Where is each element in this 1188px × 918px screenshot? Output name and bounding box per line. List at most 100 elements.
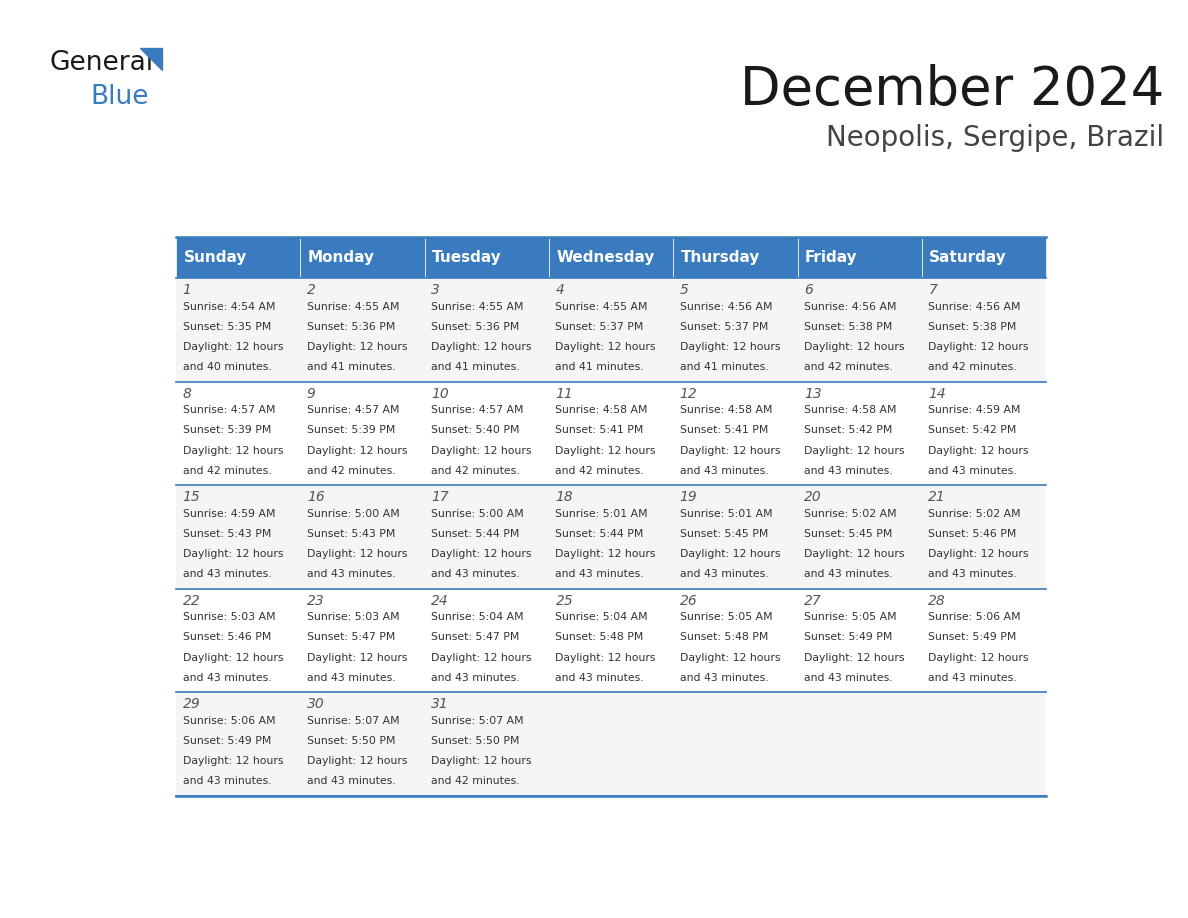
Text: Daylight: 12 hours: Daylight: 12 hours [431,756,532,766]
Bar [425,486,549,588]
Bar [674,588,797,692]
Text: Sunset: 5:45 PM: Sunset: 5:45 PM [804,529,892,539]
Text: Daylight: 12 hours: Daylight: 12 hours [183,445,283,455]
Text: Sunrise: 4:58 AM: Sunrise: 4:58 AM [556,405,647,415]
Text: 30: 30 [307,698,324,711]
Text: Sunset: 5:45 PM: Sunset: 5:45 PM [680,529,769,539]
Text: and 43 minutes.: and 43 minutes. [928,569,1017,579]
Text: and 41 minutes.: and 41 minutes. [680,363,769,373]
Text: 15: 15 [183,490,201,504]
Text: and 43 minutes.: and 43 minutes. [183,777,271,786]
Text: Sunrise: 4:58 AM: Sunrise: 4:58 AM [804,405,897,415]
Text: Sunset: 5:47 PM: Sunset: 5:47 PM [307,633,396,643]
Bar [922,238,1047,278]
Bar [425,692,549,796]
Text: Daylight: 12 hours: Daylight: 12 hours [804,445,904,455]
Text: Sunrise: 5:07 AM: Sunrise: 5:07 AM [307,716,399,725]
Text: Daylight: 12 hours: Daylight: 12 hours [680,445,781,455]
Text: and 43 minutes.: and 43 minutes. [804,569,892,579]
Text: and 43 minutes.: and 43 minutes. [928,673,1017,683]
Text: Sunset: 5:35 PM: Sunset: 5:35 PM [183,322,271,332]
Text: Daylight: 12 hours: Daylight: 12 hours [804,342,904,353]
Bar [674,486,797,588]
Text: Sunset: 5:37 PM: Sunset: 5:37 PM [556,322,644,332]
Text: 28: 28 [928,594,946,608]
Text: and 43 minutes.: and 43 minutes. [680,465,769,476]
Text: Sunset: 5:49 PM: Sunset: 5:49 PM [183,736,271,745]
Text: and 43 minutes.: and 43 minutes. [307,777,396,786]
Text: Sunrise: 5:06 AM: Sunrise: 5:06 AM [928,612,1020,622]
Text: 10: 10 [431,386,449,401]
Text: and 41 minutes.: and 41 minutes. [556,363,644,373]
Text: and 42 minutes.: and 42 minutes. [183,465,271,476]
Text: Sunrise: 5:00 AM: Sunrise: 5:00 AM [307,509,399,519]
Text: and 41 minutes.: and 41 minutes. [307,363,396,373]
Text: Sunset: 5:37 PM: Sunset: 5:37 PM [680,322,769,332]
Text: December 2024: December 2024 [740,64,1164,117]
Bar [922,278,1047,382]
Bar [425,588,549,692]
Bar [674,278,797,382]
Text: Sunset: 5:43 PM: Sunset: 5:43 PM [307,529,396,539]
Text: Sunset: 5:39 PM: Sunset: 5:39 PM [307,425,396,435]
Text: Sunrise: 4:55 AM: Sunrise: 4:55 AM [307,302,399,312]
Text: Sunrise: 4:57 AM: Sunrise: 4:57 AM [307,405,399,415]
Text: Sunrise: 5:02 AM: Sunrise: 5:02 AM [804,509,897,519]
Bar [176,692,301,796]
Text: Sunrise: 4:56 AM: Sunrise: 4:56 AM [928,302,1020,312]
Text: Sunset: 5:36 PM: Sunset: 5:36 PM [307,322,396,332]
Text: 16: 16 [307,490,324,504]
Bar [797,588,922,692]
Text: 13: 13 [804,386,822,401]
Text: Sunrise: 4:57 AM: Sunrise: 4:57 AM [183,405,276,415]
Text: Sunrise: 5:04 AM: Sunrise: 5:04 AM [556,612,649,622]
Bar [549,588,674,692]
Text: Sunset: 5:50 PM: Sunset: 5:50 PM [307,736,396,745]
Text: Daylight: 12 hours: Daylight: 12 hours [928,445,1029,455]
Text: Daylight: 12 hours: Daylight: 12 hours [431,653,532,663]
Bar [176,278,301,382]
Text: and 43 minutes.: and 43 minutes. [556,569,644,579]
Text: Daylight: 12 hours: Daylight: 12 hours [804,653,904,663]
Text: Daylight: 12 hours: Daylight: 12 hours [183,342,283,353]
Text: 31: 31 [431,698,449,711]
Text: 3: 3 [431,284,440,297]
Text: Friday: Friday [805,251,858,265]
Text: Sunrise: 5:06 AM: Sunrise: 5:06 AM [183,716,276,725]
Bar [176,588,301,692]
Text: Sunrise: 4:55 AM: Sunrise: 4:55 AM [431,302,524,312]
Bar [549,486,674,588]
Text: Daylight: 12 hours: Daylight: 12 hours [556,653,656,663]
Text: and 42 minutes.: and 42 minutes. [431,465,520,476]
Text: and 41 minutes.: and 41 minutes. [431,363,520,373]
Text: Monday: Monday [308,251,375,265]
Text: Daylight: 12 hours: Daylight: 12 hours [680,342,781,353]
Text: Daylight: 12 hours: Daylight: 12 hours [680,653,781,663]
Text: 25: 25 [556,594,573,608]
Text: Sunrise: 5:03 AM: Sunrise: 5:03 AM [183,612,276,622]
Text: Daylight: 12 hours: Daylight: 12 hours [307,756,407,766]
Text: 22: 22 [183,594,201,608]
Text: Sunset: 5:50 PM: Sunset: 5:50 PM [431,736,519,745]
Text: Sunset: 5:36 PM: Sunset: 5:36 PM [431,322,519,332]
Text: Daylight: 12 hours: Daylight: 12 hours [928,549,1029,559]
Text: Sunrise: 4:56 AM: Sunrise: 4:56 AM [680,302,772,312]
Text: Sunset: 5:40 PM: Sunset: 5:40 PM [431,425,519,435]
Text: and 43 minutes.: and 43 minutes. [183,569,271,579]
Text: 23: 23 [307,594,324,608]
Text: Daylight: 12 hours: Daylight: 12 hours [307,342,407,353]
Text: Daylight: 12 hours: Daylight: 12 hours [556,445,656,455]
Text: Sunrise: 5:01 AM: Sunrise: 5:01 AM [680,509,772,519]
Text: Sunrise: 5:04 AM: Sunrise: 5:04 AM [431,612,524,622]
Text: and 43 minutes.: and 43 minutes. [556,673,644,683]
Text: General: General [50,50,154,76]
Text: Daylight: 12 hours: Daylight: 12 hours [556,342,656,353]
Text: 20: 20 [804,490,822,504]
Text: Sunrise: 4:57 AM: Sunrise: 4:57 AM [431,405,524,415]
Text: Sunrise: 4:59 AM: Sunrise: 4:59 AM [928,405,1020,415]
Text: Sunset: 5:46 PM: Sunset: 5:46 PM [183,633,271,643]
Text: Sunrise: 4:54 AM: Sunrise: 4:54 AM [183,302,276,312]
Text: 7: 7 [928,284,937,297]
Text: Sunset: 5:49 PM: Sunset: 5:49 PM [804,633,892,643]
Text: and 43 minutes.: and 43 minutes. [307,673,396,683]
